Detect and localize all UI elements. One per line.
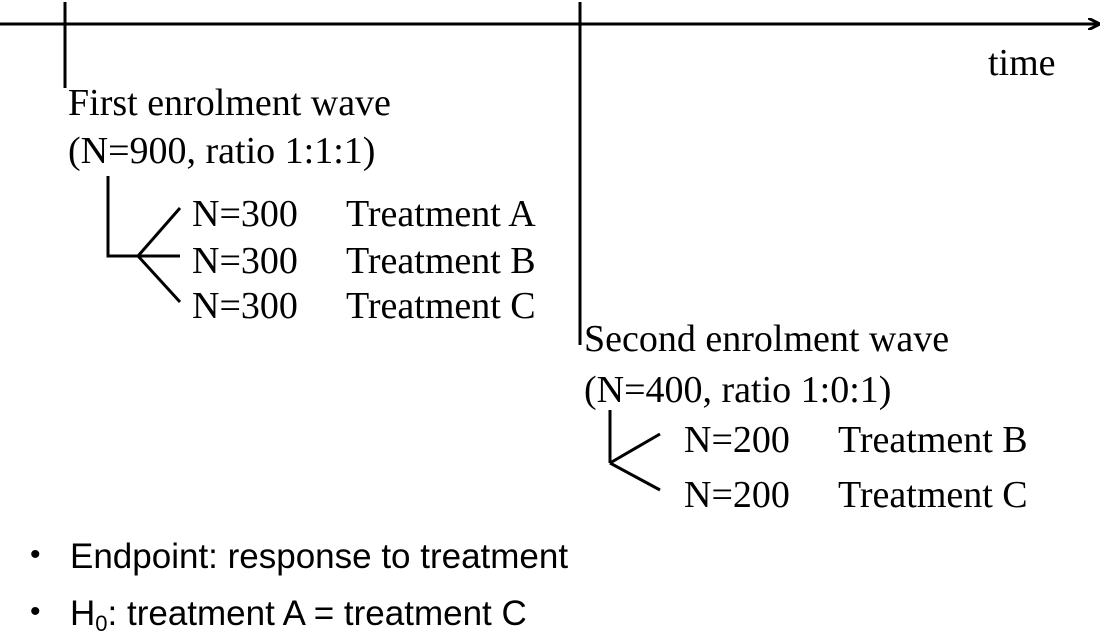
wave2-subtitle: (N=400, ratio 1:0:1)	[584, 369, 892, 411]
wave1-arm-b-n: N=300	[192, 240, 298, 282]
wave1-subtitle: (N=900, ratio 1:1:1)	[68, 130, 376, 172]
wave1-arm-c-treatment: Treatment C	[346, 285, 536, 327]
wave2-arm-c-treatment: Treatment C	[838, 474, 1028, 516]
wave1-branch-a	[136, 207, 182, 257]
wave1-arm-b-treatment: Treatment B	[346, 240, 536, 282]
endpoint-note: Endpoint: response to treatment	[70, 537, 569, 576]
wave2-branch-c	[609, 461, 661, 492]
hypothesis-bullet: •	[30, 595, 41, 628]
hypothesis-rest: : treatment A = treatment C	[107, 594, 527, 633]
wave2-arm-c-n: N=200	[684, 474, 790, 516]
wave1-branch-connector	[106, 176, 140, 258]
wave1-title: First enrolment wave	[68, 82, 391, 124]
time-axis-label: time	[988, 42, 1056, 84]
wave1-branch-c	[136, 254, 182, 304]
hypothesis-note: H0: treatment A = treatment C	[70, 594, 527, 635]
hypothesis-prefix: H	[70, 594, 96, 633]
wave2-arm-b-n: N=200	[684, 419, 790, 461]
endpoint-bullet: •	[30, 538, 41, 571]
hypothesis-subscript: 0	[95, 611, 108, 636]
wave2-branch-b	[609, 432, 661, 465]
wave2-arm-b-treatment: Treatment B	[838, 419, 1028, 461]
wave2-title: Second enrolment wave	[584, 318, 950, 360]
wave1-arm-c-n: N=300	[192, 285, 298, 327]
wave1-arm-a-n: N=300	[192, 193, 298, 235]
wave1-arm-a-treatment: Treatment A	[346, 193, 536, 235]
